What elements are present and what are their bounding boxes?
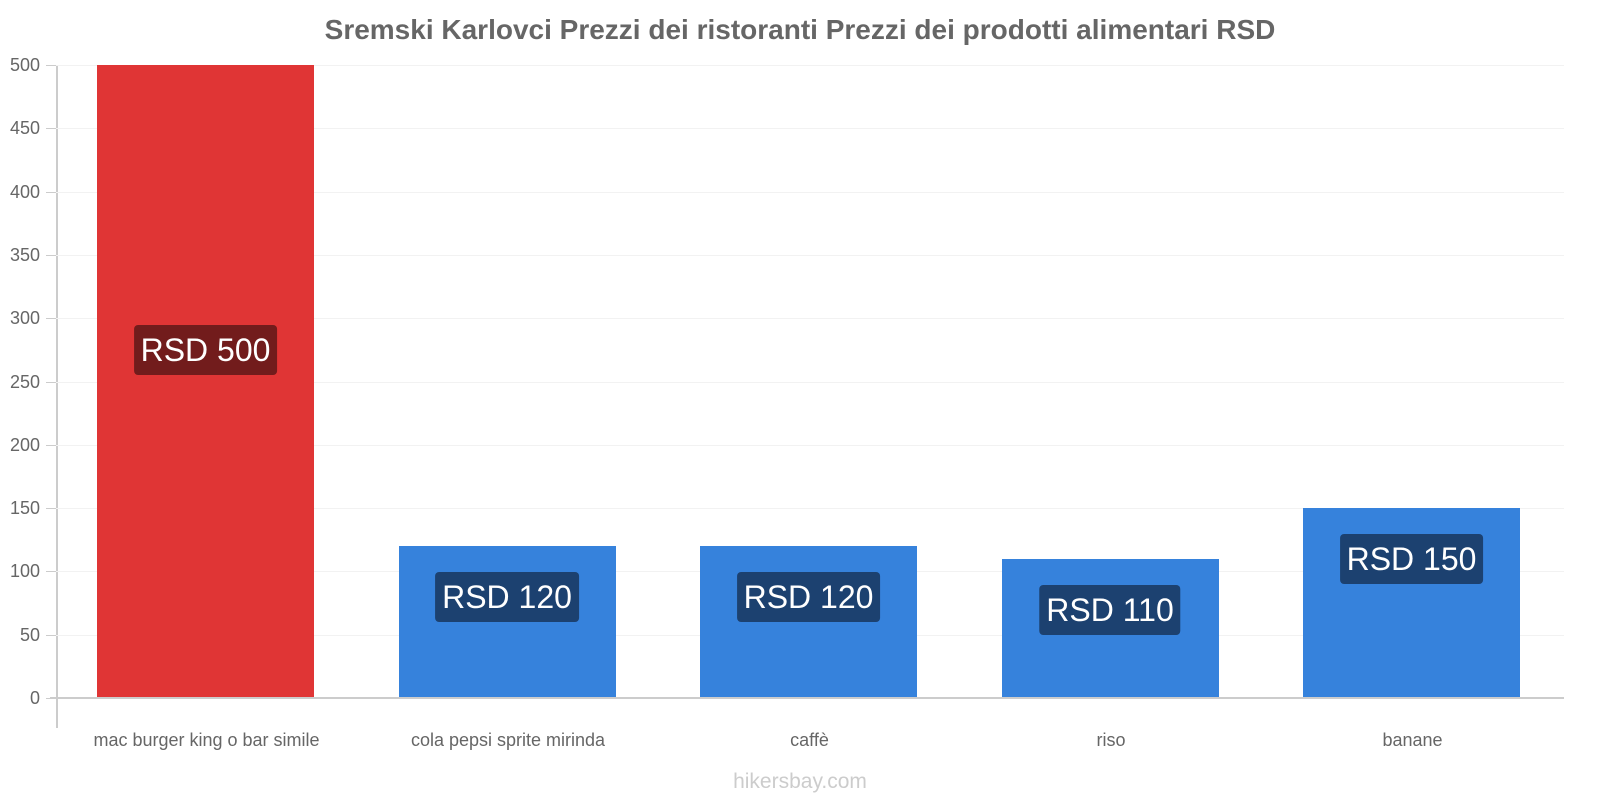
gridline xyxy=(56,65,1564,66)
y-tick-label: 150 xyxy=(9,498,40,519)
y-tick-label: 250 xyxy=(9,371,40,392)
bar-value-label: RSD 120 xyxy=(736,572,881,623)
y-tick-mark xyxy=(46,254,56,256)
y-tick-label: 350 xyxy=(9,244,40,265)
x-tick-label: riso xyxy=(1096,730,1126,750)
y-tick-label: 0 xyxy=(29,688,40,708)
y-tick-mark xyxy=(46,444,56,446)
y-tick-mark xyxy=(46,634,56,636)
y-axis-line xyxy=(56,65,58,728)
bar[interactable]: RSD 120 xyxy=(398,546,616,698)
y-tick-mark xyxy=(46,65,56,66)
gridline xyxy=(56,444,1564,446)
y-tick-mark xyxy=(46,318,56,320)
bar[interactable]: RSD 500 xyxy=(97,65,314,698)
bar[interactable]: RSD 110 xyxy=(1001,558,1219,698)
gridline xyxy=(56,128,1564,130)
bar[interactable]: RSD 150 xyxy=(1303,508,1520,698)
y-tick-label: 200 xyxy=(9,434,40,455)
gridline xyxy=(56,381,1564,383)
gridline xyxy=(56,254,1564,256)
y-tick-label: 100 xyxy=(9,561,40,582)
y-tick-mark xyxy=(46,508,56,510)
gridline xyxy=(56,508,1564,510)
y-tick-label: 300 xyxy=(9,308,40,329)
y-tick-mark xyxy=(46,128,56,130)
x-tick-label: banane xyxy=(1382,730,1443,750)
y-tick-label: 400 xyxy=(9,181,40,202)
bar-value-label: RSD 110 xyxy=(1039,584,1181,635)
bar[interactable]: RSD 120 xyxy=(700,546,917,698)
x-axis-line xyxy=(50,697,1564,699)
y-tick-label: 500 xyxy=(9,55,40,75)
x-tick-label: mac burger king o bar simile xyxy=(93,730,320,750)
x-tick-label: caffè xyxy=(790,730,829,750)
bar-value-label: RSD 150 xyxy=(1339,534,1484,585)
y-tick-mark xyxy=(46,381,56,383)
y-tick-mark xyxy=(46,571,56,573)
plot-area: RSD 500 RSD 120 RSD 120 RSD 110 RSD 150 xyxy=(56,65,1564,698)
y-tick-label: 450 xyxy=(9,118,40,139)
x-tick-label: cola pepsi sprite mirinda xyxy=(410,730,606,750)
chart-title: Sremski Karlovci Prezzi dei ristoranti P… xyxy=(324,14,1276,45)
gridline xyxy=(56,191,1564,193)
y-tick-mark xyxy=(46,191,56,193)
bar-value-label: RSD 500 xyxy=(133,324,278,375)
footer-watermark: hikersbay.com xyxy=(733,770,867,793)
y-tick-label: 50 xyxy=(19,624,40,645)
bar-value-label: RSD 120 xyxy=(435,572,579,623)
gridline xyxy=(56,318,1564,320)
